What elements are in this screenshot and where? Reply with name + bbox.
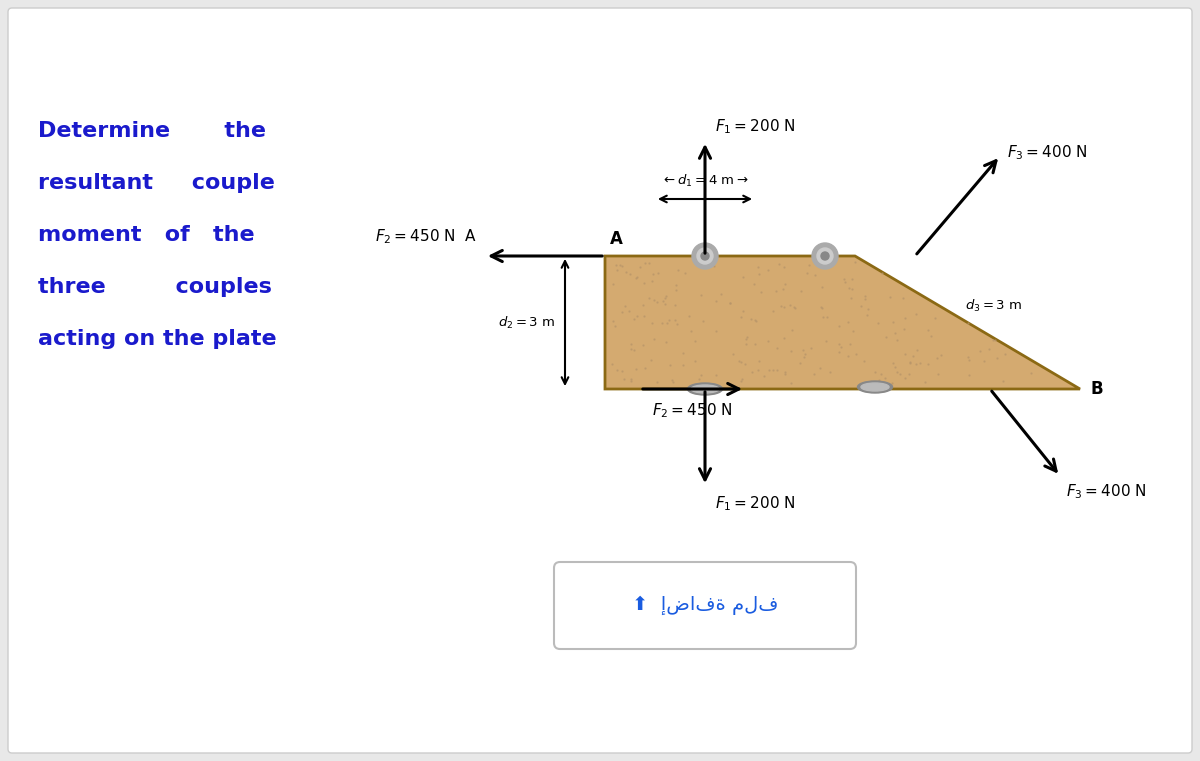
Text: $d_2 = 3$ m: $d_2 = 3$ m <box>498 314 556 330</box>
Ellipse shape <box>691 385 719 393</box>
Circle shape <box>701 252 709 260</box>
Text: moment   of   the: moment of the <box>38 225 254 245</box>
Circle shape <box>821 252 829 260</box>
Text: $\leftarrow d_1 = 4$ m$\rightarrow$: $\leftarrow d_1 = 4$ m$\rightarrow$ <box>661 173 749 189</box>
FancyBboxPatch shape <box>8 8 1192 753</box>
Text: $F_1 = 200$ N: $F_1 = 200$ N <box>715 117 796 136</box>
Text: three         couples: three couples <box>38 277 272 297</box>
Circle shape <box>692 243 718 269</box>
Circle shape <box>812 243 838 269</box>
Ellipse shape <box>862 383 889 391</box>
Text: B: B <box>1090 380 1103 398</box>
Text: A: A <box>610 230 623 248</box>
Text: $F_3 = 400$ N: $F_3 = 400$ N <box>1007 144 1087 162</box>
Ellipse shape <box>688 383 722 395</box>
Text: resultant     couple: resultant couple <box>38 173 275 193</box>
Text: $F_2 = 450$ N  A: $F_2 = 450$ N A <box>374 228 476 246</box>
Circle shape <box>697 248 713 264</box>
Text: ⬆  إضافة ملف: ⬆ إضافة ملف <box>632 596 778 615</box>
Text: $F_2 = 450$ N: $F_2 = 450$ N <box>653 401 733 420</box>
Text: acting on the plate: acting on the plate <box>38 329 277 349</box>
Circle shape <box>817 248 833 264</box>
Text: Determine       the: Determine the <box>38 121 266 141</box>
FancyBboxPatch shape <box>554 562 856 649</box>
Text: $F_1 = 200$ N: $F_1 = 200$ N <box>715 494 796 513</box>
Text: $F_3 = 400$ N: $F_3 = 400$ N <box>1066 482 1146 501</box>
Text: $d_3 = 3$ m: $d_3 = 3$ m <box>965 298 1022 314</box>
Polygon shape <box>605 256 1080 389</box>
Ellipse shape <box>858 381 893 393</box>
